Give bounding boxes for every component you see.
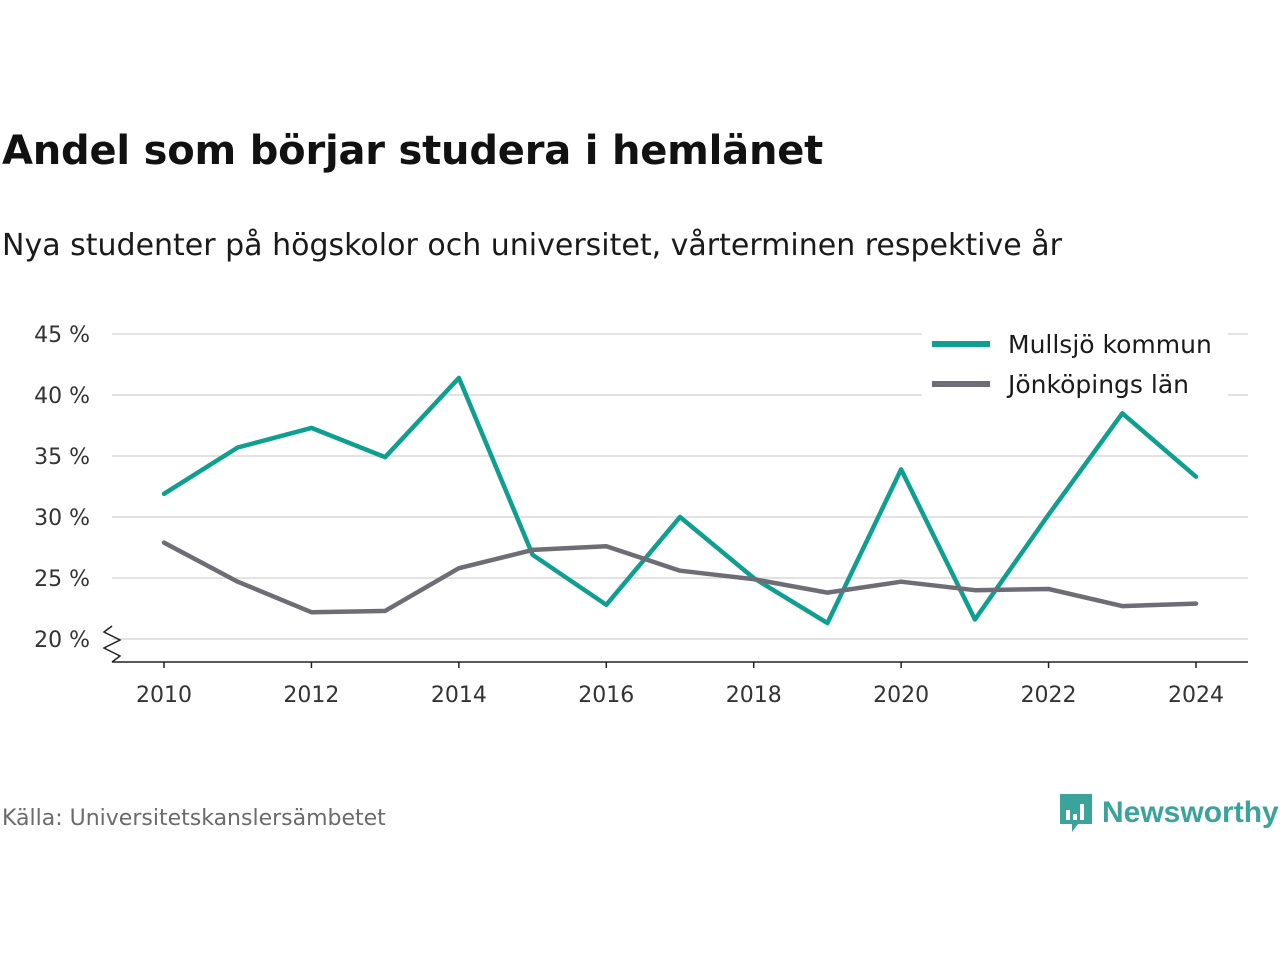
x-tick-label: 2010 [136,683,192,708]
y-tick-label: 35 % [34,445,90,470]
y-tick-label: 45 % [34,323,90,348]
line-chart: 20 % 25 % 30 % 35 % 40 % 45 % 2010 2012 2014 2016… [34,322,1248,708]
x-tick-label: 2016 [578,683,634,708]
brand: Newsworthy [1058,792,1279,834]
x-tick-label: 2012 [283,683,339,708]
x-tick-label: 2020 [873,683,929,708]
x-tick-label: 2022 [1021,683,1077,708]
series-line-j-nk-pings-l-n [161,540,1199,615]
axis-break-icon [102,625,122,663]
brand-name: Newsworthy [1102,796,1279,829]
x-tick-label: 2024 [1168,683,1224,708]
newsworthy-logo-icon [1060,794,1092,832]
y-tick-label: 40 % [34,384,90,409]
legend-label: Jönköpings län [1006,370,1189,399]
y-tick-label: 20 % [34,628,90,653]
source-note: Källa: Universitetskanslersämbetet [2,806,386,831]
chart-title: Andel som börjar studera i hemlänet [2,128,824,174]
x-tick-label: 2014 [431,683,487,708]
legend-label: Mullsjö kommun [1008,330,1212,359]
y-tick-label: 30 % [34,506,90,531]
x-tick-label: 2018 [726,683,782,708]
chart-subtitle: Nya studenter på högskolor och universit… [2,228,1062,263]
y-tick-label: 25 % [34,567,90,592]
series-line-mullsj-kommun [161,375,1199,626]
